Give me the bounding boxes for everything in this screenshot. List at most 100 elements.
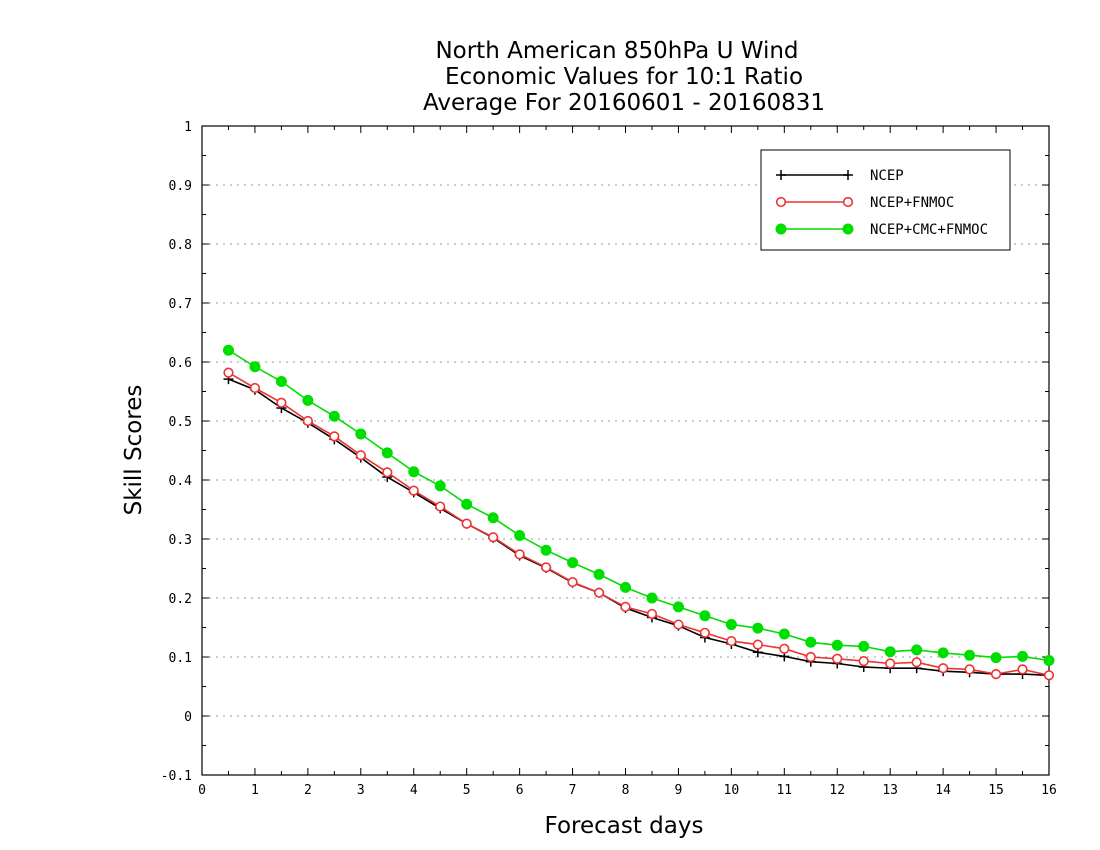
data-point — [540, 562, 552, 573]
data-point — [805, 636, 817, 648]
y-axis-title: Skill Scores — [121, 385, 147, 516]
chart-title-line-1: North American 850hPa U Wind — [435, 38, 798, 64]
chart-title-line-3: Average For 20160601 - 20160831 — [423, 90, 825, 116]
data-point — [990, 652, 1002, 664]
data-point — [858, 640, 870, 652]
data-point — [593, 568, 605, 580]
data-point — [434, 480, 446, 492]
y-tick-label: 0.2 — [169, 592, 192, 607]
data-point — [752, 622, 764, 634]
legend-entry-2: NCEP+CMC+FNMOC — [775, 222, 988, 238]
data-point — [223, 367, 234, 378]
data-point — [381, 447, 393, 459]
data-point — [302, 394, 314, 406]
data-point — [1017, 650, 1029, 662]
data-point — [779, 643, 790, 654]
gridlines — [202, 184, 1049, 717]
legend-entry-1: NCEP+FNMOC — [775, 195, 954, 211]
series-line — [228, 371, 1050, 677]
y-tick-label: 0.3 — [169, 533, 192, 548]
y-tick-label: 1 — [184, 120, 192, 135]
data-point — [461, 518, 472, 529]
data-point — [990, 669, 1002, 680]
x-tick-label: 15 — [988, 783, 1004, 798]
y-tick-label: 0.7 — [169, 297, 192, 312]
data-point — [302, 415, 313, 427]
data-point — [355, 450, 366, 461]
data-point — [911, 644, 923, 656]
data-point — [937, 647, 949, 659]
series-0 — [223, 374, 1054, 681]
x-tick-label: 6 — [516, 783, 524, 798]
x-tick-label: 1 — [251, 783, 259, 798]
legend-box — [760, 149, 1011, 251]
data-point — [567, 557, 579, 569]
x-tick-label: 7 — [569, 783, 577, 798]
legend-label: NCEP — [870, 168, 904, 184]
data-point — [408, 466, 420, 478]
data-point — [1043, 655, 1055, 667]
chart-title-line-2: Economic Values for 10:1 Ratio — [445, 64, 803, 90]
series-1 — [223, 367, 1055, 681]
x-tick-label: 4 — [410, 783, 418, 798]
data-point — [699, 610, 711, 622]
data-point — [275, 375, 287, 387]
legend: NCEP NCEP+FNMOC NCEP+CMC+FNMOC — [760, 149, 1011, 251]
series-line — [228, 378, 1050, 677]
data-point — [964, 649, 976, 661]
data-point — [725, 619, 737, 631]
x-tick-label: 12 — [829, 783, 845, 798]
x-tick-label: 0 — [198, 783, 206, 798]
data-point — [222, 344, 234, 356]
data-point — [831, 639, 843, 651]
legend-entries: NCEP NCEP+FNMOC NCEP+CMC+FNMOC — [775, 168, 988, 238]
data-point — [964, 664, 975, 675]
data-point — [858, 656, 869, 667]
data-point — [699, 627, 711, 638]
chart-title: North American 850hPa U Wind Economic Va… — [423, 38, 825, 116]
data-point — [646, 592, 658, 604]
data-point — [672, 601, 684, 613]
data-point — [673, 619, 684, 630]
legend-marker-left — [775, 196, 787, 208]
y-tick-label: -0.1 — [161, 769, 192, 784]
x-tick-label: 11 — [776, 783, 792, 798]
legend-entry-0: NCEP — [776, 168, 904, 184]
data-point — [540, 544, 552, 556]
data-point — [461, 498, 473, 510]
x-tick-label: 10 — [724, 783, 740, 798]
data-point — [646, 608, 658, 620]
legend-marker-right — [842, 223, 854, 235]
x-tick-label: 16 — [1041, 783, 1057, 798]
x-tick-label: 8 — [622, 783, 630, 798]
data-point — [832, 653, 843, 664]
legend-marker-right — [843, 170, 853, 180]
y-tick-label: 0.6 — [169, 356, 192, 371]
y-tick-label: 0.5 — [169, 415, 192, 430]
x-tick-label: 5 — [463, 783, 471, 798]
data-point — [752, 639, 763, 650]
legend-label: NCEP+FNMOC — [870, 195, 954, 211]
x-tick-label: 3 — [357, 783, 365, 798]
legend-label: NCEP+CMC+FNMOC — [870, 222, 988, 238]
legend-marker-left — [775, 223, 787, 235]
data-point — [593, 587, 605, 598]
data-point — [884, 646, 896, 658]
data-point — [567, 576, 578, 588]
legend-marker-left — [776, 170, 786, 180]
data-point — [620, 601, 631, 612]
data-point — [911, 657, 922, 668]
data-point — [488, 532, 499, 543]
data-point — [249, 361, 261, 373]
x-tick-label: 14 — [935, 783, 951, 798]
data-point — [1043, 670, 1055, 681]
data-point — [408, 485, 419, 496]
data-point — [514, 549, 525, 560]
series-group — [222, 344, 1055, 681]
data-point — [276, 397, 287, 408]
series-2 — [222, 344, 1055, 667]
data-point — [885, 658, 896, 669]
x-tick-label: 9 — [675, 783, 683, 798]
y-tick-label: 0.8 — [169, 238, 192, 253]
